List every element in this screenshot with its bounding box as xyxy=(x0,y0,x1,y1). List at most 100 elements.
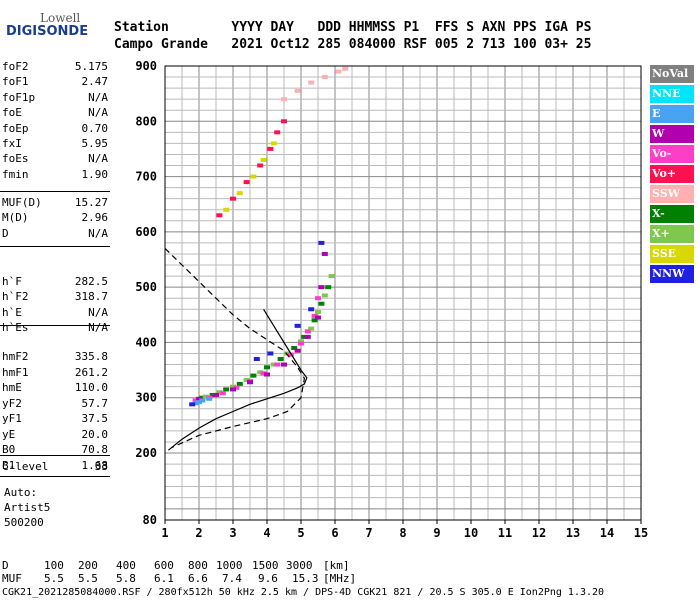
y-tick-label: 400 xyxy=(135,335,157,349)
x-tick-label: 1 xyxy=(161,526,168,540)
param-hes: h`Es N/A xyxy=(2,321,108,336)
footer-value: 800 xyxy=(188,559,208,572)
param-value: 57.7 xyxy=(81,396,109,410)
legend-label: NoVal xyxy=(652,67,689,80)
param-clevel: C-level 33 xyxy=(2,460,108,475)
footer-row-label: MUF xyxy=(2,572,22,585)
legend-item: X- xyxy=(650,205,694,223)
x-tick-label: 2 xyxy=(195,526,202,540)
param-value: N/A xyxy=(88,152,108,166)
logo-lowell-text: Lowell xyxy=(40,11,81,25)
param-label: B0 xyxy=(2,443,16,456)
legend-item: Vo+ xyxy=(650,165,694,183)
param-yf1: yF1 37.5 xyxy=(2,412,108,427)
echo-point xyxy=(216,213,223,218)
param-value: N/A xyxy=(88,106,108,120)
footer-value: 100 xyxy=(44,559,64,572)
param-fof1: foF1 2.47 xyxy=(2,75,108,90)
param-label: foEp xyxy=(2,121,29,135)
echo-point xyxy=(223,387,230,392)
panel-separator xyxy=(0,455,110,456)
footer-unit: [km] xyxy=(323,559,350,572)
param-value: 15.27 xyxy=(74,196,108,209)
param-hf2: h`F2 318.7 xyxy=(2,290,108,305)
echo-point xyxy=(318,240,325,245)
profile-line-dashed xyxy=(164,247,306,449)
echo-point xyxy=(277,357,284,362)
param-fmin: fmin 1.90 xyxy=(2,168,108,183)
param-value: 282.5 xyxy=(74,275,108,288)
legend-label: X- xyxy=(652,207,665,220)
footer-value: 6.1 xyxy=(154,572,174,585)
echo-point xyxy=(223,207,230,212)
param-value: N/A xyxy=(88,305,108,319)
footer-value: 6.6 xyxy=(188,572,208,585)
param-fof2: foF2 5.175 xyxy=(2,60,108,75)
echo-point xyxy=(294,348,301,353)
param-fxi: fxI 5.95 xyxy=(2,137,108,152)
param-label: hmF1 xyxy=(2,365,29,379)
legend-item: NoVal xyxy=(650,65,694,83)
echo-point xyxy=(230,387,236,392)
param-hmf2: hmF2 335.8 xyxy=(2,350,108,365)
echo-point xyxy=(196,400,202,405)
param-foes: foEs N/A xyxy=(2,152,108,167)
echo-point xyxy=(257,370,264,375)
param-value: N/A xyxy=(88,90,108,104)
param-value: N/A xyxy=(88,226,108,240)
echo-point xyxy=(308,80,315,85)
echo-point xyxy=(308,326,315,331)
echo-point xyxy=(318,301,325,306)
param-value: 261.2 xyxy=(74,365,108,379)
echo-point xyxy=(321,251,328,256)
echo-point xyxy=(230,196,236,201)
param-label: C-level xyxy=(2,460,49,473)
param-value: 2.96 xyxy=(81,211,109,225)
param-hf: h`F 282.5 xyxy=(2,275,108,290)
echo-point xyxy=(281,97,287,102)
echo-point xyxy=(308,307,315,312)
legend-item: SSE xyxy=(650,245,694,263)
footer-value: 9.6 xyxy=(258,572,278,585)
x-tick-label: 9 xyxy=(433,526,440,540)
footer-value: 5.8 xyxy=(116,572,136,585)
param-label: foE xyxy=(2,106,22,120)
echo-point xyxy=(209,392,216,397)
param-value: 5.95 xyxy=(81,137,109,150)
param-yf2: yF2 57.7 xyxy=(2,397,108,412)
param-value: 70.8 xyxy=(81,443,109,456)
param-fof1p: foF1p N/A xyxy=(2,91,108,106)
echo-point xyxy=(281,119,287,124)
autoscaler-name: Artist5 xyxy=(4,501,51,514)
footer-value: 3000 xyxy=(286,559,313,572)
legend-item: X+ xyxy=(650,225,694,243)
echo-point xyxy=(230,384,236,389)
x-tick-label: 15 xyxy=(634,526,648,540)
echo-point xyxy=(199,398,206,403)
header-line-2: Campo Grande 2021 Oct12 285 084000 RSF 0… xyxy=(114,37,592,52)
echo-point xyxy=(243,180,250,185)
y-tick-label: 600 xyxy=(135,225,157,239)
param-label: h`F xyxy=(2,275,22,288)
legend-label: W xyxy=(652,127,665,140)
x-tick-label: 14 xyxy=(600,526,614,540)
param-label: yF1 xyxy=(2,412,22,425)
param-value: 1.90 xyxy=(81,167,109,181)
echo-point xyxy=(267,146,274,151)
echo-point xyxy=(216,390,223,395)
x-tick-label: 7 xyxy=(365,526,372,540)
y-tick-label: 500 xyxy=(135,280,157,294)
param-label: foF1p xyxy=(2,90,36,104)
x-tick-label: 4 xyxy=(263,526,270,540)
param-label: B1 xyxy=(2,458,16,472)
echo-point xyxy=(325,285,332,290)
echo-point xyxy=(270,362,277,367)
param-he: h`E N/A xyxy=(2,306,108,321)
footer-value: 5.5 xyxy=(78,572,98,585)
echo-point xyxy=(192,401,199,406)
autoscaler-label: Auto: xyxy=(4,486,38,499)
echo-point xyxy=(206,396,213,401)
param-value: N/A xyxy=(88,321,108,335)
param-value: 33 xyxy=(94,460,108,473)
param-value: 2.47 xyxy=(81,75,109,89)
